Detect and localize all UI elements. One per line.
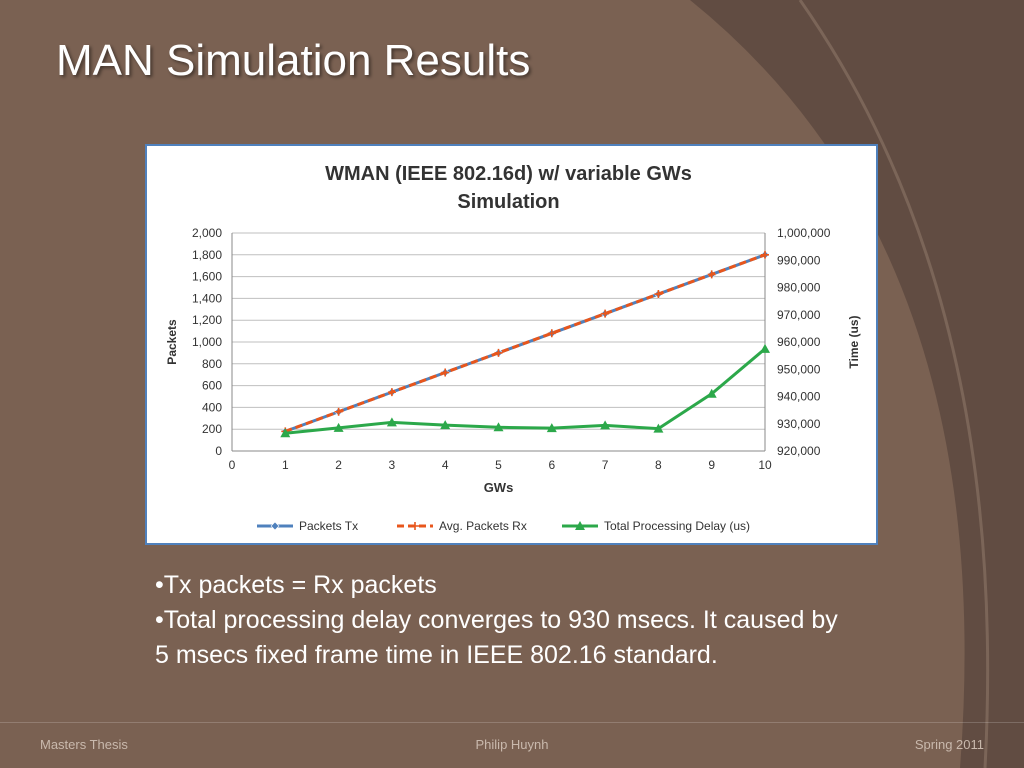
chart-container: WMAN (IEEE 802.16d) w/ variable GWs Simul…: [145, 144, 878, 545]
data-point-series-3: [440, 420, 451, 430]
data-point-series-2: [654, 290, 663, 299]
data-point-series-3: [600, 420, 611, 430]
x-tick-label: 9: [708, 458, 715, 472]
data-point-series-2: [547, 329, 556, 338]
y2-tick-label: 980,000: [777, 281, 821, 295]
series-line-3: [285, 347, 766, 435]
bullet-list: •Tx packets = Rx packets •Total processi…: [155, 568, 855, 673]
x-tick-label: 8: [655, 458, 662, 472]
legend-marker-2: [411, 522, 419, 530]
y-tick-label: 600: [202, 379, 222, 393]
data-point-series-3: [653, 423, 664, 433]
x-axis-label: GWs: [484, 480, 514, 495]
y-tick-label: 400: [202, 400, 222, 414]
y-tick-label: 1,400: [192, 291, 222, 305]
x-tick-label: 10: [758, 458, 772, 472]
y2-tick-label: 990,000: [777, 253, 821, 267]
data-point-series-2: [441, 368, 450, 377]
y2-tick-label: 930,000: [777, 417, 821, 431]
y-tick-label: 1,800: [192, 248, 222, 262]
y-tick-label: 800: [202, 357, 222, 371]
x-tick-label: 0: [229, 458, 236, 472]
y2-tick-label: 970,000: [777, 308, 821, 322]
footer-divider: [0, 722, 1024, 723]
y-tick-label: 0: [215, 444, 222, 458]
y-tick-label: 2,000: [192, 226, 222, 240]
y2-tick-label: 920,000: [777, 444, 821, 458]
y-tick-label: 1,200: [192, 313, 222, 327]
y-tick-label: 200: [202, 422, 222, 436]
legend-label: Total Processing Delay (us): [604, 519, 750, 533]
data-point-series-2: [387, 388, 396, 397]
data-point-series-3: [333, 422, 344, 432]
bullet-item: •Tx packets = Rx packets: [155, 571, 437, 599]
footer-left-text: Masters Thesis: [40, 737, 128, 752]
data-point-series-2: [494, 348, 503, 357]
data-point-series-3: [386, 417, 397, 427]
footer-author: Philip Huynh: [475, 737, 549, 752]
data-point-series-2: [707, 270, 716, 279]
data-point-series-3: [493, 422, 504, 432]
line-chart: WMAN (IEEE 802.16d) w/ variable GWs Simul…: [165, 163, 861, 533]
data-point-series-2: [334, 407, 343, 416]
x-tick-label: 7: [602, 458, 609, 472]
y2-tick-label: 950,000: [777, 362, 821, 376]
y-tick-label: 1,000: [192, 335, 222, 349]
y2-axis-label: Time (us): [847, 315, 861, 368]
chart-title: WMAN (IEEE 802.16d) w/ variable GWs: [325, 163, 692, 185]
x-tick-label: 2: [335, 458, 342, 472]
chart-title: Simulation: [457, 191, 559, 213]
y-tick-label: 1,600: [192, 270, 222, 284]
y2-tick-label: 1,000,000: [777, 226, 831, 240]
series-line-2: [284, 253, 766, 433]
legend-marker-1: [270, 521, 280, 531]
slide-title: MAN Simulation Results: [56, 36, 531, 85]
x-tick-label: 3: [389, 458, 396, 472]
data-point-series-2: [601, 309, 610, 318]
y2-tick-label: 940,000: [777, 390, 821, 404]
data-point-series-3: [706, 388, 717, 398]
x-tick-label: 4: [442, 458, 449, 472]
bullet-item: •Total processing delay converges to 930…: [155, 606, 838, 669]
x-tick-label: 6: [548, 458, 555, 472]
y-axis-label: Packets: [165, 319, 179, 365]
data-point-series-3: [280, 428, 291, 438]
footer-date: Spring 2011: [914, 737, 984, 752]
data-point-series-3: [546, 423, 557, 433]
data-point-series-2: [761, 250, 769, 259]
y2-tick-label: 960,000: [777, 335, 821, 349]
legend-marker-3: [575, 521, 585, 530]
legend-label: Avg. Packets Rx: [439, 519, 527, 533]
legend-label: Packets Tx: [299, 519, 358, 533]
x-tick-label: 1: [282, 458, 289, 472]
data-point-series-3: [760, 343, 770, 353]
x-tick-label: 5: [495, 458, 502, 472]
